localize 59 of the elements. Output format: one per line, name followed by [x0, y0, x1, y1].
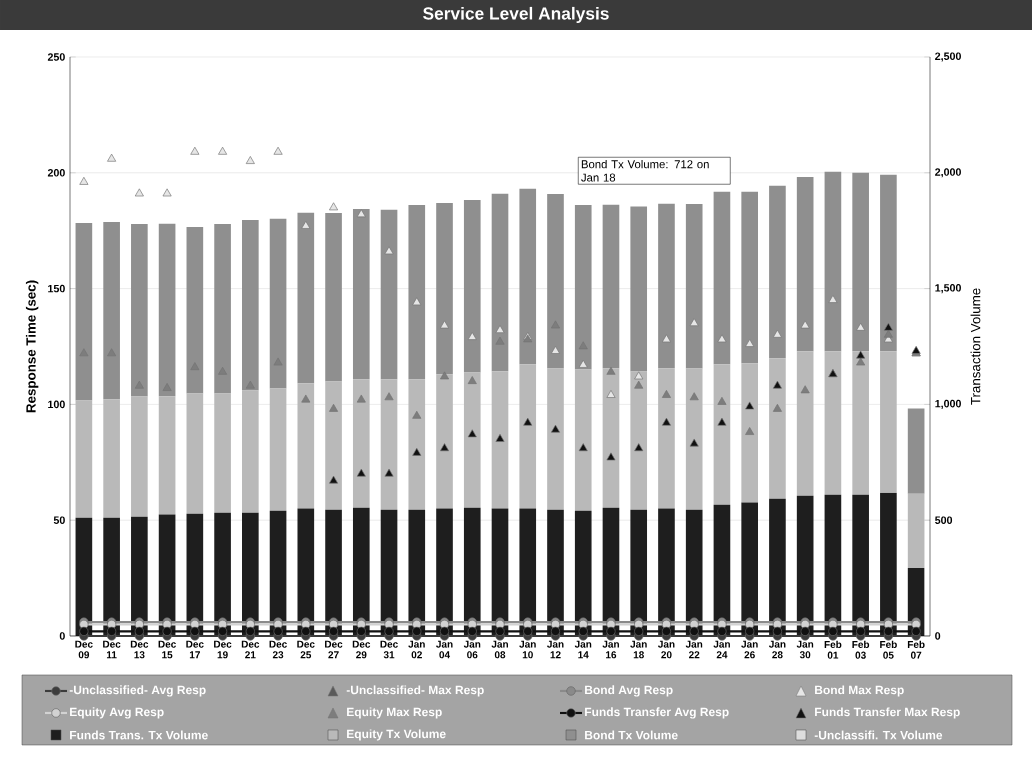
x-tick-label: Dec 29: [352, 640, 371, 659]
x-tick-label: Dec 11: [103, 640, 121, 659]
x-tick-label: Jan 12: [547, 640, 564, 659]
legend-label: Equity Avg Resp: [70, 707, 164, 719]
x-tick-label: Dec 13: [130, 640, 149, 659]
y-tick-label: 50: [53, 516, 65, 524]
y2-tick-label: 2,000: [935, 168, 961, 178]
y2-axis-title: Transaction Volume: [970, 288, 981, 405]
annotation: Bond Tx Volume: 712 on Jan 18: [581, 159, 709, 182]
y2-tick-label: 500: [935, 516, 953, 524]
x-tick-label: Jan 10: [519, 640, 536, 659]
y-tick-label: 100: [48, 400, 65, 409]
legend-label: Bond Max Resp: [815, 685, 904, 697]
x-tick-label: Feb 03: [852, 640, 870, 659]
legend-label: Bond Tx Volume: [585, 730, 678, 740]
x-tick-label: Jan 16: [602, 640, 619, 659]
x-tick-label: Feb 01: [824, 640, 842, 659]
legend-label: Funds Transfer Max Resp: [815, 707, 960, 719]
x-tick-label: Dec 27: [325, 640, 343, 659]
legend-label: -Unclassified- Avg Resp: [69, 685, 206, 697]
x-tick-label: Feb 05: [880, 640, 897, 659]
x-tick-label: Jan 22: [685, 640, 703, 659]
y-tick-label: 0: [59, 632, 65, 640]
x-tick-label: Jan 24: [713, 640, 730, 659]
x-tick-label: Jan 20: [657, 640, 675, 659]
x-tick-label: Dec 23: [269, 640, 287, 659]
x-tick-label: Jan 28: [768, 640, 786, 659]
y2-tick-label: 2,500: [935, 52, 961, 62]
y-tick-label: 250: [47, 53, 65, 61]
x-tick-label: Dec 09: [75, 640, 93, 659]
x-tick-label: Jan 30: [796, 640, 814, 659]
y-axis-title: Response Time (sec): [25, 280, 39, 413]
legend-label: -Unclassified- Max Resp: [346, 685, 484, 697]
legend-label: Funds Trans. Tx Volume: [70, 730, 208, 740]
y-tick-label: 200: [47, 169, 65, 177]
y2-tick-label: 0: [935, 632, 941, 640]
x-tick-label: Jan 06: [463, 640, 481, 659]
x-tick-label: Jan 26: [741, 640, 758, 659]
chart-title: Service Level Analysis: [423, 6, 609, 24]
x-tick-label: Feb 07: [907, 640, 925, 659]
x-tick-label: Jan 08: [491, 640, 508, 659]
x-tick-label: Dec 31: [380, 640, 398, 659]
x-tick-label: Dec 19: [214, 640, 232, 659]
x-tick-label: Jan 14: [574, 640, 592, 659]
y-tick-label: 150: [48, 284, 65, 293]
y2-tick-label: 1,000: [935, 399, 961, 409]
x-tick-label: Dec 15: [158, 640, 176, 659]
legend-label: -Unclassifi. Tx Volume: [814, 730, 943, 740]
x-tick-label: Dec 21: [241, 640, 260, 659]
legend-label: Funds Transfer Avg Resp: [585, 707, 729, 719]
legend-label: Equity Max Resp: [347, 707, 442, 719]
y2-tick-label: 1,500: [935, 284, 961, 294]
x-tick-label: Jan 02: [408, 640, 425, 659]
x-tick-label: Jan 18: [630, 640, 647, 659]
legend-label: Bond Avg Resp: [585, 685, 673, 697]
x-tick-label: Dec 17: [186, 640, 204, 659]
x-tick-label: Dec 25: [297, 640, 315, 659]
legend-label: Equity Tx Volume: [347, 729, 446, 741]
x-tick-label: Jan 04: [436, 640, 453, 659]
